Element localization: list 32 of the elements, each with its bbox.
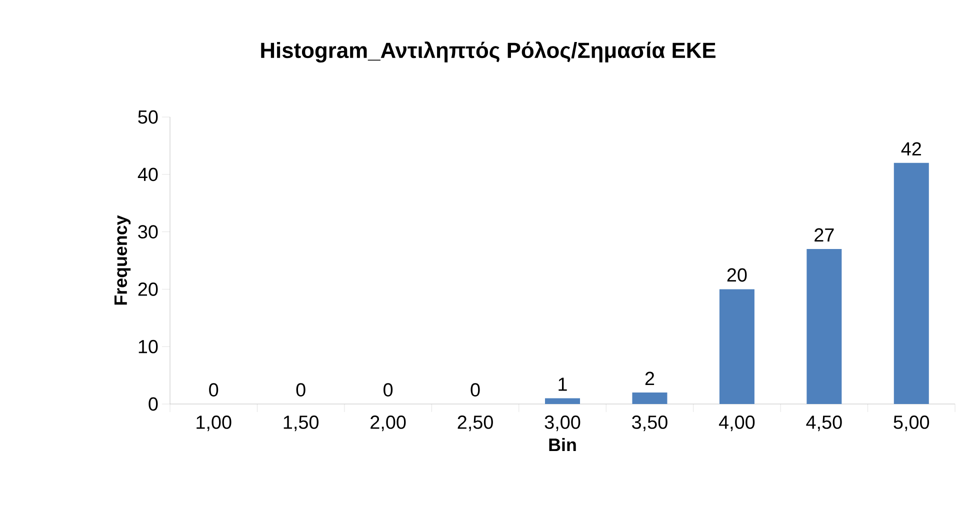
x-tick-label: 4,50 (806, 416, 842, 432)
y-tick-label: 50 (138, 110, 158, 124)
y-tick-label: 20 (138, 282, 158, 296)
y-tick-label: 10 (138, 340, 158, 354)
bar (806, 249, 842, 404)
x-tick-label: 3,50 (632, 416, 668, 432)
y-tick-label: 0 (148, 397, 158, 411)
x-tick-label: 2,00 (370, 416, 406, 432)
x-tick-label: 3,00 (544, 416, 580, 432)
data-label: 27 (814, 228, 834, 242)
y-axis-title: Frequency (114, 215, 131, 305)
x-tick-label: 5,00 (894, 416, 930, 432)
x-tick-label: 1,50 (284, 416, 319, 432)
data-label: 1 (558, 378, 567, 391)
x-axis-title: Bin (549, 438, 576, 451)
x-tick-label: 4,00 (718, 416, 755, 432)
data-label: 2 (645, 372, 654, 386)
y-tick-label: 40 (138, 168, 158, 182)
bar (545, 398, 580, 404)
bar (894, 162, 929, 404)
data-label: 0 (296, 383, 306, 396)
data-label: 0 (470, 383, 480, 396)
data-label: 20 (727, 268, 747, 282)
data-label: 0 (209, 383, 218, 396)
y-tick-label: 30 (138, 225, 158, 239)
bar (632, 392, 668, 404)
bar (719, 289, 754, 404)
chart-title: Histogram_Αντιληπτός Ρόλος/Σημασία ΕΚΕ (261, 41, 716, 63)
x-tick-label: 2,50 (458, 416, 493, 432)
data-label: 42 (901, 142, 921, 156)
data-label: 0 (384, 383, 393, 396)
x-tick-label: 1,00 (196, 416, 232, 432)
